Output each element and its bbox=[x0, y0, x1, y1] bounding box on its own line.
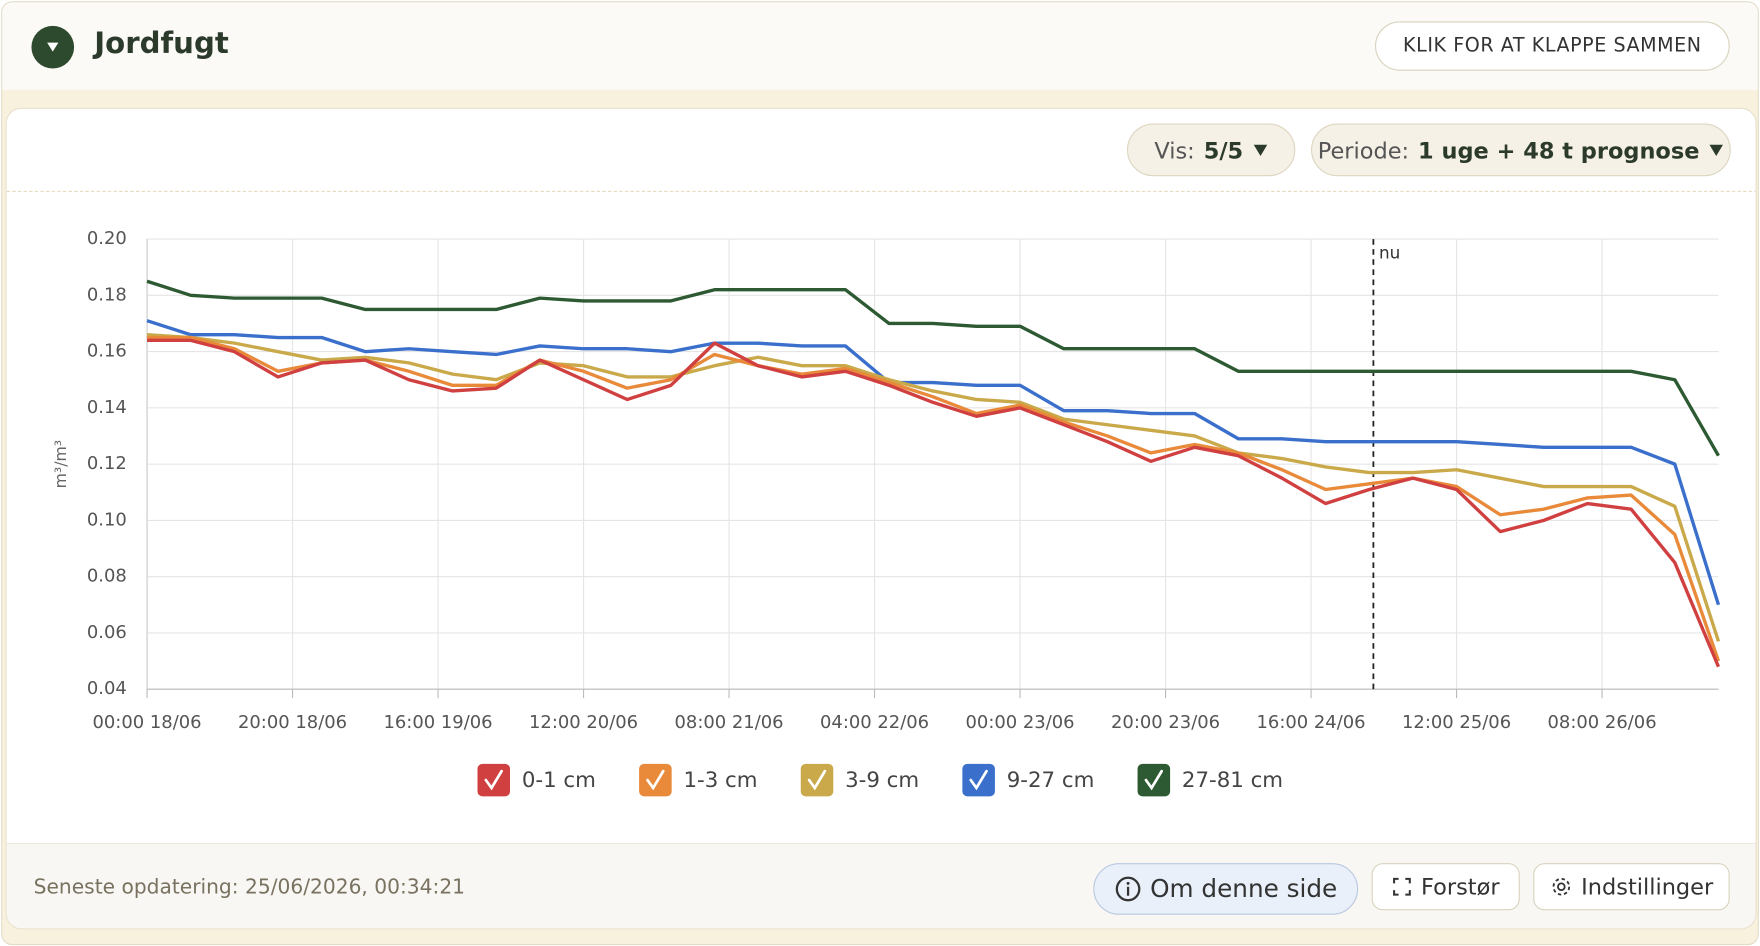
toggle-icon[interactable] bbox=[31, 25, 75, 69]
x-tick-label: 12:00 20/06 bbox=[529, 712, 638, 733]
y-tick-label: 0.06 bbox=[87, 622, 127, 643]
footer: Seneste opdatering: 25/06/2026, 00:34:21… bbox=[6, 842, 1756, 929]
legend-checkbox[interactable] bbox=[637, 762, 673, 798]
period-value: 1 uge + 48 t prognose bbox=[1418, 136, 1700, 164]
y-tick-label: 0.10 bbox=[87, 509, 127, 530]
show-label: Vis: bbox=[1154, 136, 1195, 164]
checkmark bbox=[484, 769, 503, 791]
collapse-button[interactable]: KLIK FOR AT KLAPPE SAMMEN bbox=[1375, 21, 1730, 71]
y-tick-label: 0.04 bbox=[87, 678, 127, 699]
toggle-arrow bbox=[47, 42, 59, 52]
x-tick-label: 00:00 18/06 bbox=[92, 712, 201, 733]
x-tick-label: 12:00 25/06 bbox=[1402, 712, 1511, 733]
legend-label: 27-81 cm bbox=[1182, 768, 1283, 793]
gear-icon bbox=[1552, 877, 1570, 896]
legend-label: 3-9 cm bbox=[845, 768, 919, 793]
legend-label: 9-27 cm bbox=[1007, 768, 1095, 793]
legend-label: 1-3 cm bbox=[683, 768, 757, 793]
legend-item[interactable]: 0-1 cm bbox=[476, 762, 596, 798]
legend-checkbox[interactable] bbox=[799, 762, 835, 798]
series-line bbox=[146, 319, 1721, 606]
chart-panel: Vis: 5/5 Periode: 1 uge + 48 t prognose … bbox=[5, 107, 1757, 930]
x-tick-label: 00:00 23/06 bbox=[966, 712, 1075, 733]
legend-item[interactable]: 3-9 cm bbox=[799, 762, 919, 798]
checkmark bbox=[1144, 769, 1164, 791]
x-tick-label: 04:00 22/06 bbox=[820, 712, 929, 733]
y-tick-label: 0.12 bbox=[87, 453, 127, 474]
chart: 0.04 0.06 0.08 0.10 0.12 0.14 0.16 0.18 0.20 00:0… bbox=[51, 228, 1721, 798]
legend: 0-1 cm 1-3 cm 3-9 cm 9-27 cm 27-81 cm bbox=[476, 762, 1283, 798]
y-tick-label: 0.14 bbox=[87, 397, 127, 418]
info-icon bbox=[1115, 876, 1140, 902]
x-tick-label: 08:00 21/06 bbox=[675, 712, 784, 733]
expand-label: Forstør bbox=[1421, 873, 1500, 901]
y-axis-label: m³/m³ bbox=[51, 440, 70, 488]
checkmark bbox=[969, 769, 988, 791]
checkmark bbox=[807, 769, 827, 791]
y-tick-label: 0.08 bbox=[87, 566, 127, 587]
x-tick-label: 16:00 24/06 bbox=[1257, 712, 1366, 733]
series-line bbox=[146, 333, 1721, 642]
y-tick-label: 0.16 bbox=[87, 341, 127, 362]
about-button[interactable]: Om denne side bbox=[1093, 863, 1359, 915]
show-select[interactable]: Vis: 5/5 bbox=[1126, 123, 1296, 177]
y-tick-label: 0.20 bbox=[87, 228, 127, 249]
divider bbox=[6, 190, 1756, 192]
now-label: nu bbox=[1379, 243, 1400, 263]
x-tick-label: 16:00 19/06 bbox=[383, 712, 492, 733]
legend-item[interactable]: 1-3 cm bbox=[637, 762, 758, 798]
series-line bbox=[147, 335, 1721, 662]
settings-label: Indstillinger bbox=[1581, 873, 1714, 901]
series-line bbox=[146, 279, 1720, 457]
show-value: 5/5 bbox=[1203, 136, 1244, 164]
dropdown-arrow bbox=[1253, 144, 1267, 156]
x-tick-label: 20:00 23/06 bbox=[1111, 712, 1220, 733]
widget-title: Jordfugt bbox=[94, 26, 229, 61]
legend-label: 0-1 cm bbox=[522, 768, 596, 793]
legend-checkbox[interactable] bbox=[961, 762, 997, 798]
expand-button[interactable]: Forstør bbox=[1371, 863, 1520, 911]
series-line bbox=[147, 338, 1721, 668]
x-tick-label: 20:00 18/06 bbox=[238, 712, 347, 733]
legend-item[interactable]: 27-81 cm bbox=[1136, 762, 1283, 798]
settings-button[interactable]: Indstillinger bbox=[1533, 863, 1730, 911]
checkmark bbox=[646, 769, 665, 791]
dropdown-arrow bbox=[1709, 144, 1724, 156]
legend-checkbox[interactable] bbox=[476, 762, 512, 798]
x-tick-label: 08:00 26/06 bbox=[1548, 712, 1657, 733]
legend-checkbox[interactable] bbox=[1136, 762, 1172, 798]
about-label: Om denne side bbox=[1150, 874, 1338, 904]
header: Jordfugt KLIK FOR AT KLAPPE SAMMEN bbox=[2, 2, 1758, 90]
last-update: Seneste opdatering: 25/06/2026, 00:34:21 bbox=[33, 875, 466, 900]
legend-item[interactable]: 9-27 cm bbox=[961, 762, 1095, 798]
period-label: Periode: bbox=[1317, 136, 1410, 164]
expand-icon bbox=[1393, 877, 1411, 896]
period-select[interactable]: Periode: 1 uge + 48 t prognose bbox=[1311, 123, 1731, 177]
y-tick-label: 0.18 bbox=[87, 284, 127, 305]
